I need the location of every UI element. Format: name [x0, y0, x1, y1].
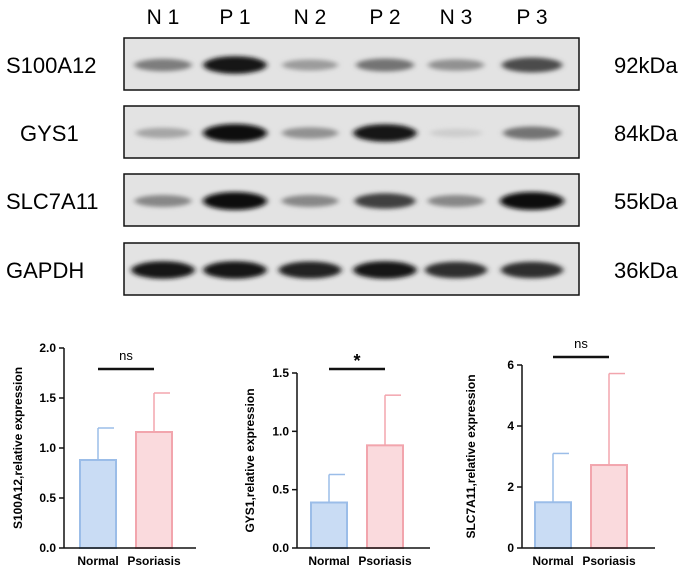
protein-band — [282, 59, 338, 71]
protein-band — [135, 127, 191, 139]
bar-psoriasis — [366, 444, 404, 550]
y-tick-label: 0.0 — [39, 541, 56, 555]
protein-band — [203, 56, 267, 74]
protein-band — [427, 195, 485, 207]
category-label: Psoriasis — [358, 554, 412, 568]
protein-band — [424, 261, 488, 279]
protein-band — [353, 261, 417, 279]
y-tick-label: 4 — [507, 419, 514, 433]
protein-band — [427, 59, 485, 71]
y-tick-label: 1.0 — [39, 441, 56, 455]
lane-label: N 3 — [440, 6, 473, 29]
y-tick-label: 2 — [507, 480, 514, 494]
y-tick-label: 0 — [507, 541, 514, 555]
molecular-weight-label: 92kDa — [614, 53, 678, 78]
lane-label: P 3 — [516, 6, 547, 29]
y-axis-label: SLC7A11,relative expression — [464, 374, 478, 538]
protein-band — [203, 261, 267, 279]
y-tick-label: 1.5 — [272, 366, 289, 380]
category-label: Psoriasis — [127, 554, 181, 568]
protein-band — [356, 58, 414, 72]
protein-band — [501, 57, 563, 73]
category-label: Normal — [308, 554, 349, 568]
protein-band — [281, 195, 339, 207]
y-tick-label: 0.5 — [272, 483, 289, 497]
y-axis-label: S100A12,relative expression — [11, 367, 25, 529]
blot-row: GYS1 84kDa — [20, 105, 678, 159]
protein-band — [281, 127, 339, 139]
y-tick-label: 6 — [507, 358, 514, 372]
lane-label: P 1 — [219, 6, 250, 29]
protein-band — [134, 58, 192, 72]
bar-normal — [534, 501, 572, 549]
category-label: Psoriasis — [582, 554, 636, 568]
protein-band — [429, 128, 483, 138]
protein-band — [131, 261, 195, 279]
protein-band — [353, 124, 417, 142]
protein-label: GAPDH — [6, 258, 84, 283]
protein-band — [278, 261, 342, 279]
y-axis-label: GYS1,relative expression — [243, 388, 257, 532]
lane-label: N 2 — [294, 6, 327, 29]
protein-band — [500, 261, 564, 279]
bar-psoriasis — [590, 464, 628, 550]
molecular-weight-label: 36kDa — [614, 258, 678, 283]
blot-row: S100A12 92kDa — [6, 37, 678, 91]
category-label: Normal — [77, 554, 118, 568]
protein-label: GYS1 — [20, 121, 79, 146]
significance-label: ns — [119, 348, 133, 363]
blot-row: SLC7A11 55kDa — [6, 173, 678, 227]
y-tick-label: 2.0 — [39, 341, 56, 355]
y-tick-label: 1.0 — [272, 424, 289, 438]
bar-psoriasis — [135, 431, 173, 549]
protein-label: SLC7A11 — [6, 189, 99, 214]
y-tick-label: 0.0 — [272, 541, 289, 555]
protein-band — [203, 192, 267, 210]
molecular-weight-label: 55kDa — [614, 189, 678, 214]
blot-membrane — [123, 105, 580, 159]
bar-normal — [310, 501, 348, 549]
western-blot-panel: N 1 P 1 N 2 P 2 N 3 P 3 S100A12 92kDa GYS1… — [6, 6, 678, 296]
significance-label: * — [353, 351, 360, 371]
lane-label: N 1 — [147, 6, 180, 29]
blot-row: GAPDH 36kDa — [6, 242, 678, 296]
protein-band — [203, 124, 267, 142]
lane-labels: N 1 P 1 N 2 P 2 N 3 P 3 — [147, 6, 548, 29]
protein-band — [503, 126, 561, 140]
protein-band — [134, 195, 192, 207]
protein-band — [354, 193, 416, 209]
significance-label: ns — [574, 336, 588, 351]
molecular-weight-label: 84kDa — [614, 121, 678, 146]
protein-band — [500, 192, 564, 210]
category-label: Normal — [532, 554, 573, 568]
protein-label: S100A12 — [6, 53, 97, 78]
lane-label: P 2 — [369, 6, 400, 29]
y-tick-label: 1.5 — [39, 391, 56, 405]
y-tick-label: 0.5 — [39, 491, 56, 505]
